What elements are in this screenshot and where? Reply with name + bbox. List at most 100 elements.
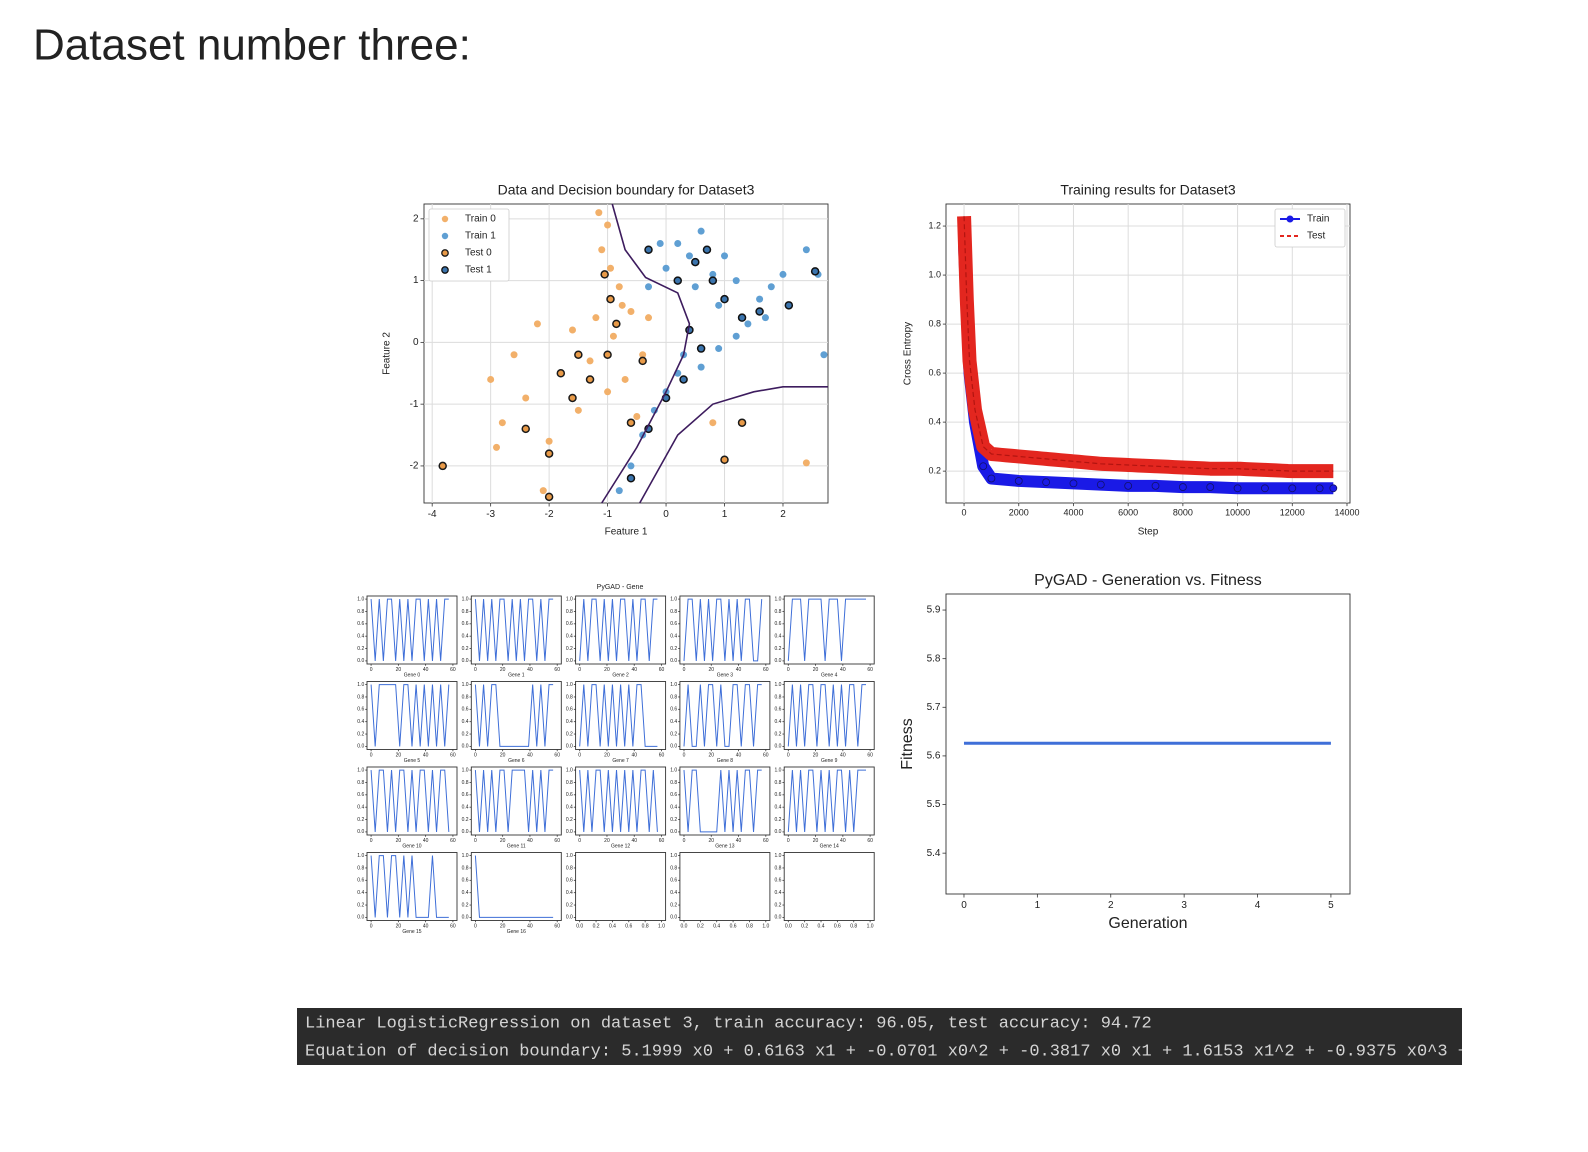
data-point [592,314,600,322]
x-tick-label: 1 [722,509,728,520]
y-tick-label: 1.0 [566,853,573,859]
y-tick-label: 0.0 [774,658,781,664]
y-tick-label: 0.6 [462,621,469,627]
data-point [721,252,729,260]
data-point [761,314,769,322]
decision-boundary [601,203,691,504]
x-tick-label: 1.0 [762,924,769,930]
x-tick-label: 60 [867,753,873,759]
x-tick-label: 0 [370,753,373,759]
y-tick-label: 0.0 [357,829,364,835]
data-point [697,227,705,235]
x-tick-label: 0 [683,667,686,673]
x-tick-label: 20 [813,667,819,673]
data-point [679,375,688,384]
x-tick-label: 20 [813,753,819,759]
y-tick-label: 1.0 [566,767,573,773]
y-tick-label: 0 [413,337,419,348]
y-tick-label: 0.8 [774,609,781,615]
y-tick-label: 0.4 [929,416,942,426]
data-point [438,461,447,471]
x-tick-label: 20 [500,667,506,673]
data-point [545,437,553,445]
legend-label: Train 1 [465,231,496,242]
plot-area [575,681,667,750]
x-tick-label: 60 [450,838,456,844]
y-tick-label: 1.0 [670,767,677,773]
y-tick-label: 0.4 [357,719,364,725]
x-tick-label: 0 [683,753,686,759]
x-tick-label: 40 [527,667,533,673]
x-tick-label: 0 [370,667,373,673]
y-tick-label: 0.0 [670,658,677,664]
y-tick-label: 0.6 [566,878,573,884]
console: Linear LogisticRegression on dataset 3, … [305,1014,1462,1061]
x-tick-label: 40 [527,838,533,844]
x-tick-label: 40 [423,753,429,759]
y-tick-label: 0.6 [670,878,677,884]
x-tick-label: 0.2 [593,924,600,930]
y-tick-label: 1.0 [357,767,364,773]
y-tick-label: 0.8 [670,780,677,786]
plot-area [679,852,771,921]
y-axis-label: Feature 2 [382,332,393,375]
data-point [696,344,706,353]
y-tick-label: 2 [413,213,419,224]
plot-area [679,595,771,665]
data-point [544,449,554,458]
x-tick-label: -4 [428,509,437,520]
console-panel [297,1008,1462,1065]
data-point [720,294,729,304]
x-tick-label: 1.0 [658,924,665,930]
y-tick-label: 0.0 [462,829,469,835]
x-tick-label: 0 [683,838,686,844]
y-tick-label: 0.6 [774,878,781,884]
data-point [638,356,647,366]
data-point [609,332,617,340]
y-tick-label: 0.6 [670,707,677,713]
plot-area [470,766,562,836]
y-tick-label: 0.2 [566,646,573,652]
y-tick-label: 0.2 [670,902,677,908]
y-tick-label: 0.2 [566,902,573,908]
y-tick-label: 0.0 [670,915,677,921]
y-tick-label: 1.0 [670,853,677,859]
y-tick-label: 0.4 [670,805,677,811]
y-tick-label: 0.0 [566,744,573,750]
y-tick-label: 0.8 [357,865,364,871]
x-tick-label: -1 [603,509,612,520]
x-tick-label: 14000 [1334,508,1359,518]
x-axis-label: Step [1138,527,1159,538]
data-point [767,283,775,291]
y-tick-label: 1.0 [462,682,469,688]
y-tick-label: 0.0 [774,744,781,750]
legend-label: Train [1307,214,1329,225]
data-point [586,357,594,365]
legend-swatch [1286,215,1294,223]
y-tick-label: 0.6 [462,707,469,713]
y-tick-label: 0.4 [774,719,781,725]
y-tick-label: 0.0 [462,658,469,664]
console-line: Linear LogisticRegression on dataset 3, … [305,1014,1152,1033]
x-tick-label: 0 [474,838,477,844]
plot-area [366,766,458,836]
data-point [606,294,615,304]
x-tick-label: 60 [450,753,456,759]
x-tick-label: 6000 [1118,508,1138,518]
gene-line [579,598,658,661]
x-tick-label: 0 [370,838,373,844]
x-tick-label: 0.2 [697,924,704,930]
y-tick-label: 5.8 [927,653,941,664]
x-tick-label: 20 [396,924,402,930]
data-point [662,264,670,272]
data-point [645,283,653,291]
y-tick-label: 0.8 [462,694,469,700]
plot-area [470,595,562,665]
y-tick-label: 0.2 [462,902,469,908]
series-marker [987,474,996,483]
y-tick-label: 0.8 [774,694,781,700]
plot-area [366,852,458,921]
legend-label: Test [1307,231,1326,242]
y-tick-label: 0.2 [357,817,364,823]
y-tick-label: 1.0 [357,596,364,602]
